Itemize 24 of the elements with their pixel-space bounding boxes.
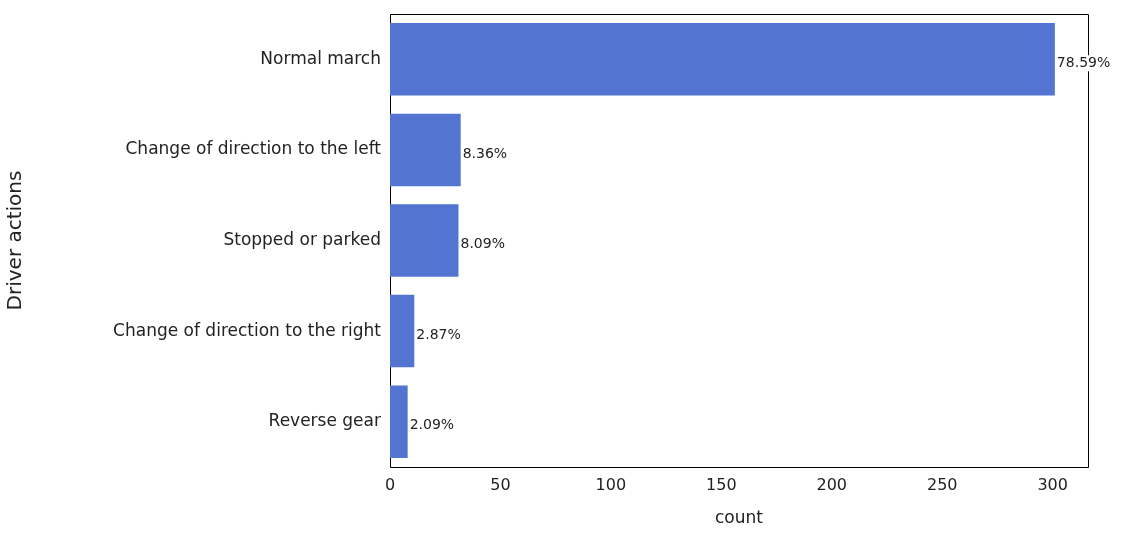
y-tick-label: Stopped or parked <box>223 228 381 249</box>
x-tick-label: 100 <box>595 474 627 494</box>
y-tick-label: Change of direction to the left <box>125 138 382 159</box>
bar <box>390 113 461 187</box>
bar <box>390 385 408 458</box>
y-axis-title: Driver actions <box>2 170 27 311</box>
x-tick-label: 150 <box>706 474 737 494</box>
y-tick-label: Change of direction to the right <box>113 319 382 340</box>
bar <box>390 294 415 368</box>
x-tick-label: 300 <box>1037 474 1068 494</box>
annotation: 2.87% <box>416 325 461 342</box>
annotation: 78.59% <box>1056 53 1111 70</box>
bar <box>390 204 459 277</box>
annotation: 2.09% <box>409 416 455 433</box>
y-tick-label: Reverse gear <box>268 410 381 431</box>
x-tick-label: 50 <box>490 474 511 494</box>
bar <box>390 23 1055 96</box>
annotation: 8.09% <box>460 235 505 252</box>
x-tick-label: 250 <box>926 474 958 494</box>
annotation: 8.36% <box>462 144 508 161</box>
x-tick-label: 0 <box>384 474 396 494</box>
x-tick-label: 200 <box>816 474 848 494</box>
y-tick-label: Normal march <box>260 47 381 68</box>
x-axis-title: count <box>715 507 764 528</box>
